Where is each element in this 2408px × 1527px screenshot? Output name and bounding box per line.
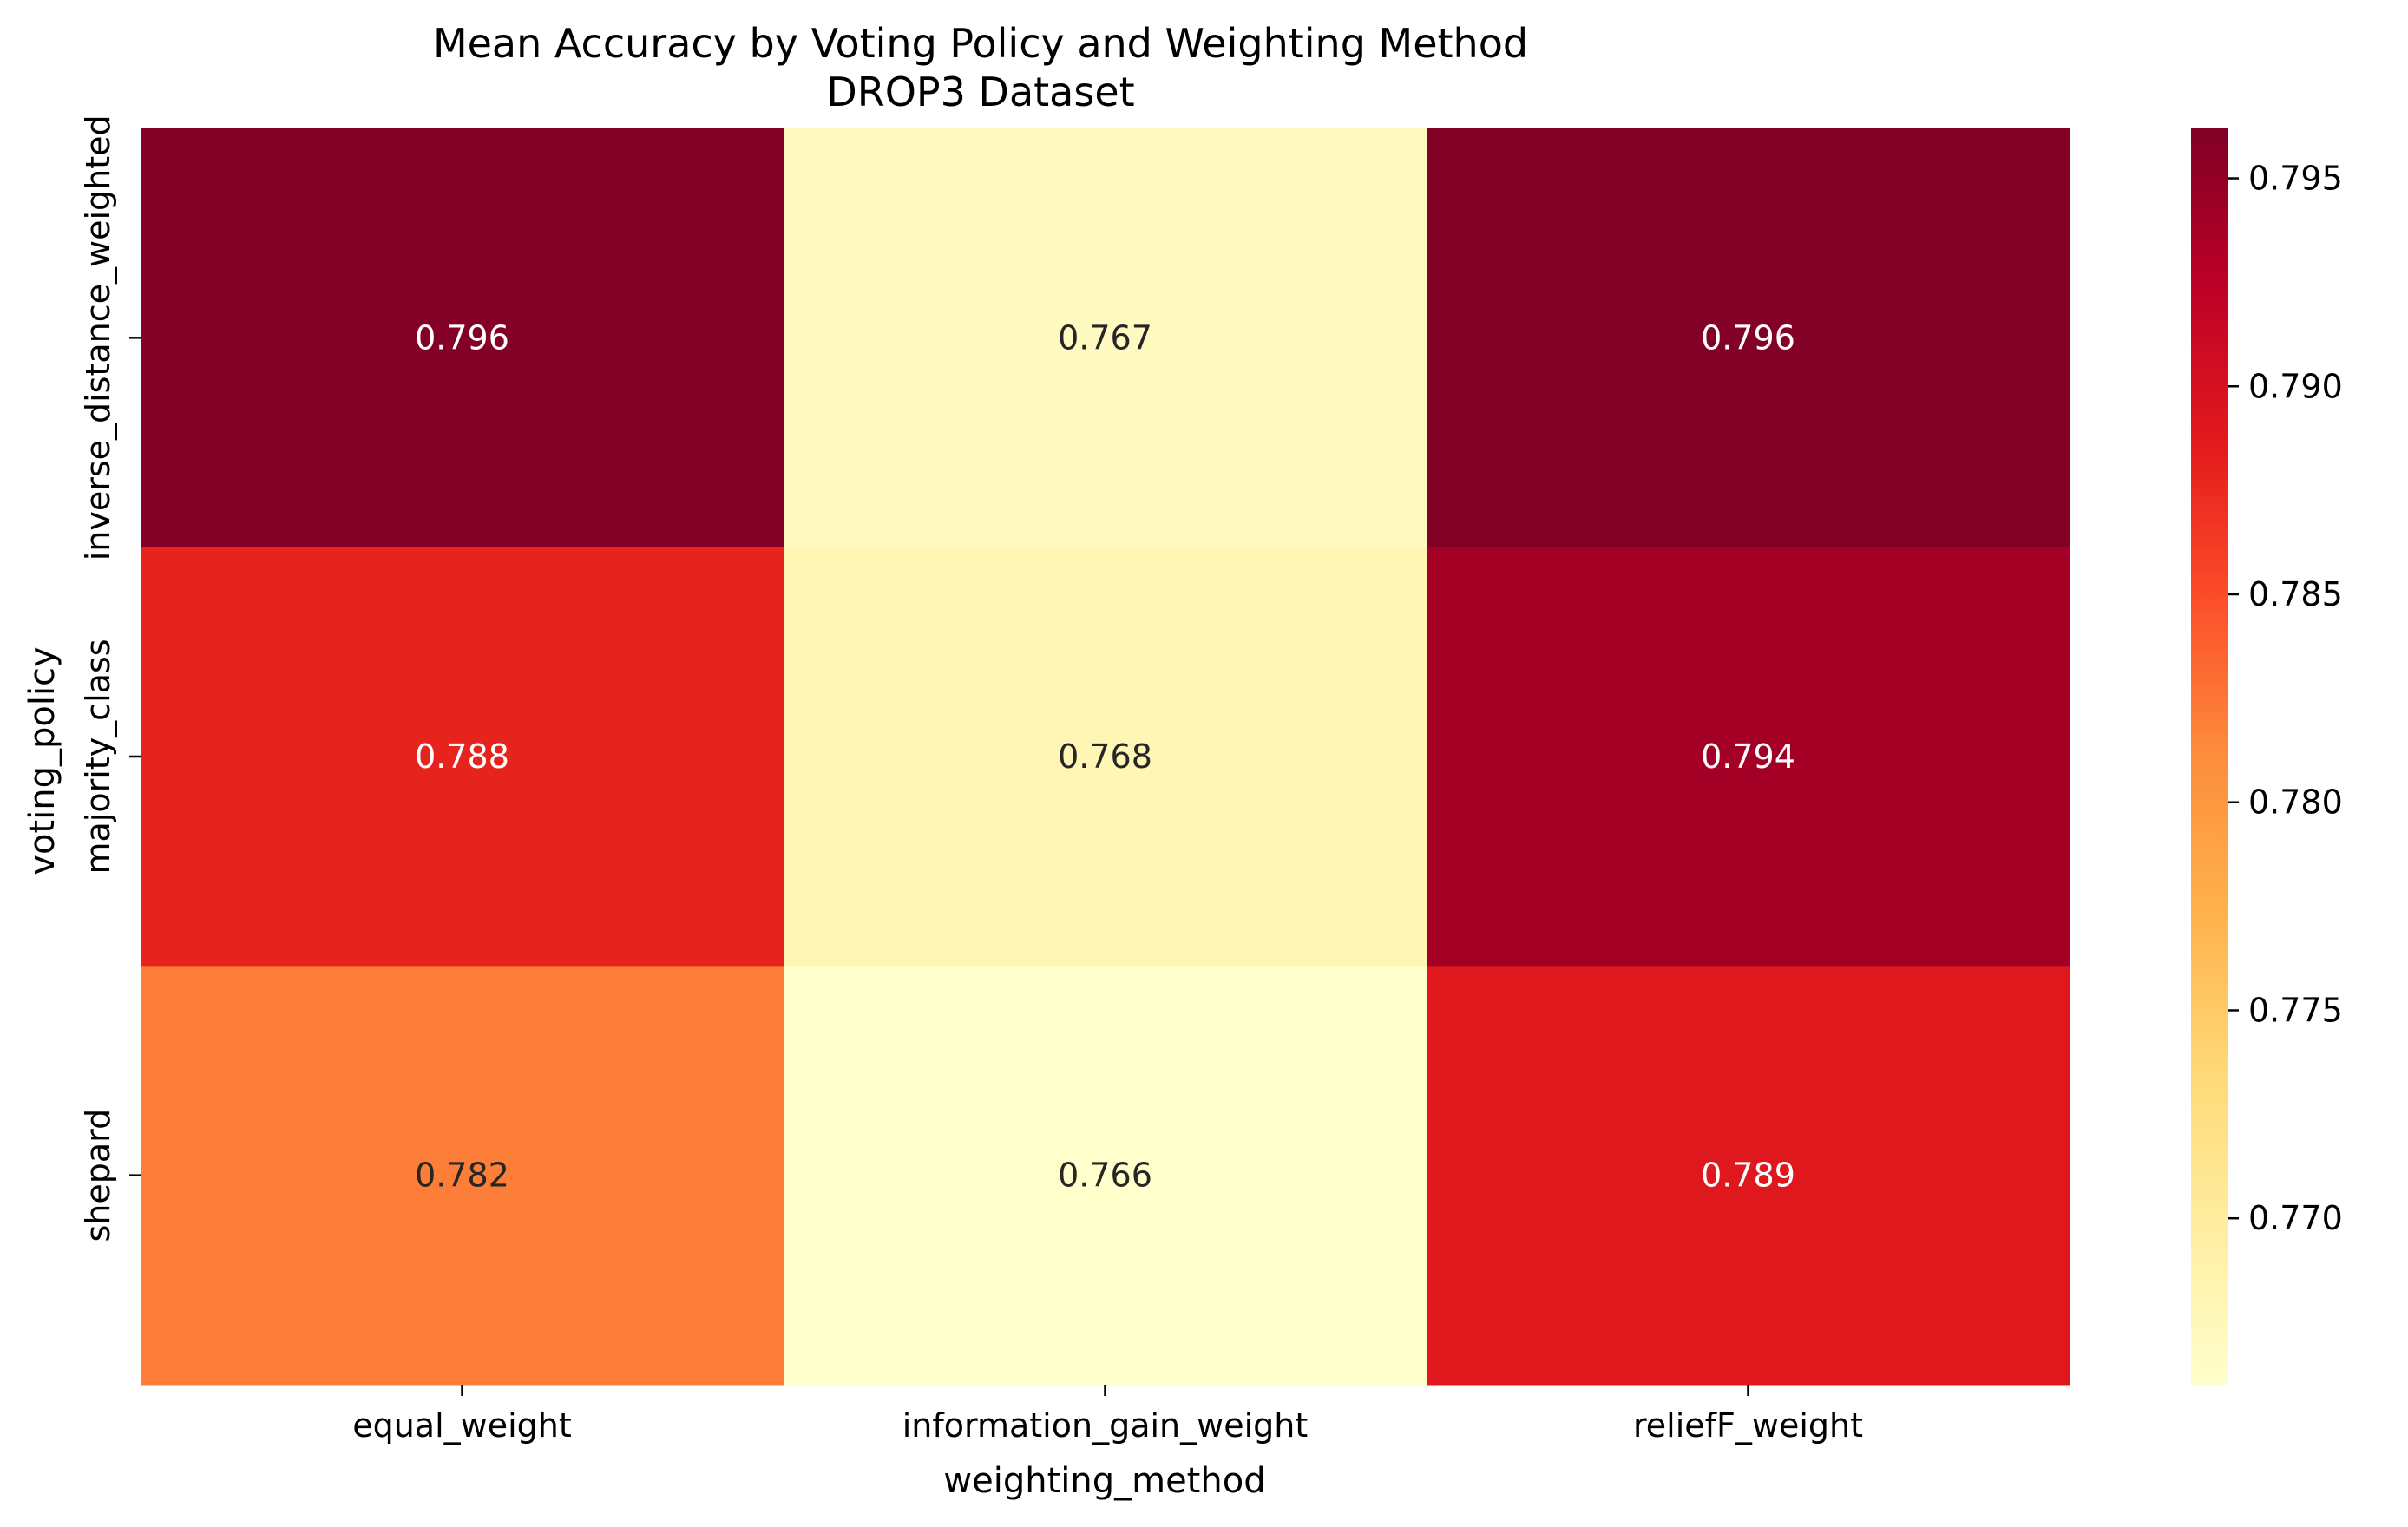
y-tick-label: inverse_distance_weighted (79, 115, 117, 560)
heatmap-cell (1427, 128, 2070, 548)
colorbar-fill (2191, 128, 2228, 1385)
cell-value-label: 0.768 (1058, 737, 1152, 776)
colorbar-tick-label: 0.785 (2248, 575, 2343, 613)
x-axis-label: weighting_method (943, 1461, 1265, 1501)
colorbar-tick-label: 0.770 (2248, 1199, 2343, 1237)
cell-value-label: 0.796 (415, 318, 509, 357)
y-tick-label: majority_class (79, 639, 117, 874)
cell-value-label: 0.796 (1701, 318, 1795, 357)
colorbar-tick-label: 0.795 (2248, 160, 2343, 198)
heatmap-cell (141, 128, 784, 548)
cell-value-label: 0.782 (415, 1157, 509, 1195)
cell-value-label: 0.767 (1058, 318, 1152, 357)
x-axis: equal_weight information_gain_weight relie… (352, 1385, 1863, 1445)
cell-value-label: 0.789 (1701, 1157, 1795, 1195)
heatmap-cell (784, 547, 1427, 967)
colorbar-tick-label: 0.775 (2248, 991, 2343, 1029)
heatmap-cell (141, 966, 784, 1386)
colorbar-tick-label: 0.790 (2248, 367, 2343, 405)
chart-subtitle: DROP3 Dataset (826, 69, 1134, 115)
x-tick-label: information_gain_weight (902, 1406, 1309, 1445)
heatmap-cell (1427, 966, 2070, 1386)
x-tick-label: equal_weight (352, 1406, 572, 1445)
colorbar: 0.770 0.775 0.780 0.785 0.790 0.795 (2191, 128, 2343, 1385)
heatmap-cell (784, 966, 1427, 1386)
y-axis-label: voting_policy (23, 646, 62, 875)
y-axis: inverse_distance_weighted majority_classs… (79, 115, 141, 1242)
chart-title: Mean Accuracy by Voting Policy and Weigh… (433, 20, 1528, 67)
heatmap-cell (141, 547, 784, 967)
y-tick-label: shepard (79, 1109, 117, 1242)
heatmap-cell (1427, 547, 2070, 967)
cell-value-label: 0.788 (415, 737, 509, 776)
heatmap-cells: 0.796 0.767 0.796 0.788 0.768 0.794 0.782 0.766… (141, 128, 2070, 1386)
x-tick-label: reliefF_weight (1633, 1406, 1863, 1445)
cell-value-label: 0.794 (1701, 737, 1795, 776)
heatmap-cell (784, 128, 1427, 548)
colorbar-tick-label: 0.780 (2248, 783, 2343, 822)
cell-value-label: 0.766 (1058, 1157, 1152, 1195)
